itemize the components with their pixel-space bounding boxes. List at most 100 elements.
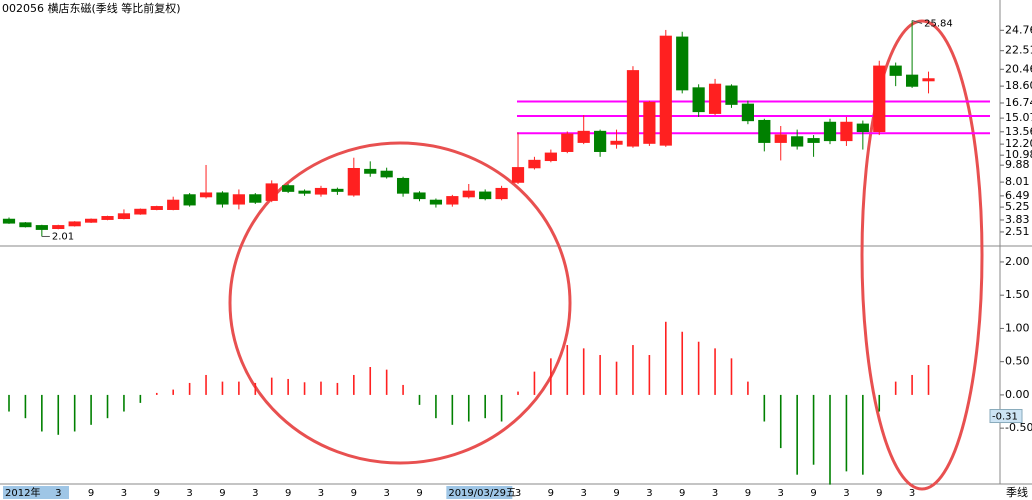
y-tick-label: 6.49 — [1005, 189, 1030, 202]
candle-body — [889, 65, 902, 76]
x-tick-label: 3 — [121, 488, 127, 499]
x-tick-label: 2012年 — [5, 486, 40, 499]
x-tick-label: 9 — [876, 488, 882, 499]
candle-body-fill — [528, 160, 540, 168]
candle-body — [905, 74, 919, 87]
x-tick-label: 9 — [416, 488, 422, 499]
x-tick-label: 9 — [810, 488, 816, 499]
candle-body-fill — [118, 213, 130, 219]
candle-body — [35, 225, 48, 230]
candle-body — [479, 191, 492, 200]
period-label: 季线 — [1006, 485, 1028, 499]
y-tick-label: 9.88 — [1005, 158, 1030, 171]
candle-body-fill — [643, 102, 655, 144]
y-tick-label: 1.00 — [1005, 321, 1030, 334]
y-tick-label: 24.76 — [1005, 23, 1032, 36]
candle-body-fill — [775, 135, 787, 143]
y-tick-label: 22.51 — [1005, 44, 1032, 57]
candle-body — [413, 192, 426, 200]
y-tick-label: 16.74 — [1005, 96, 1032, 109]
x-tick-label: 3 — [55, 488, 61, 499]
cursor-date-box — [3, 486, 69, 499]
candle-body-fill — [102, 216, 114, 220]
candle-body-fill — [151, 206, 163, 210]
y-tick-label: 2.51 — [1005, 225, 1030, 238]
x-tick-label: 3 — [909, 488, 915, 499]
y-tick-label: 13.56 — [1005, 125, 1032, 138]
y-tick-label: 18.60 — [1005, 79, 1032, 92]
x-tick-label: 9 — [548, 488, 554, 499]
candle-body — [2, 218, 16, 224]
candle-body — [807, 138, 820, 143]
candle-body-fill — [69, 222, 81, 226]
y-tick-label: 0.50 — [1005, 355, 1030, 368]
y-tick-label: 2.00 — [1005, 255, 1030, 268]
cursor-value-label: -0.31 — [992, 412, 1018, 423]
chart-title: 002056 横店东磁(季线 等比前复权) — [2, 1, 181, 15]
candle-body — [856, 123, 869, 133]
candle-body — [791, 136, 804, 147]
x-tick-label: 9 — [285, 488, 291, 499]
x-tick-label: 3 — [186, 488, 192, 499]
candle-body-fill — [923, 78, 935, 81]
candle-body — [429, 199, 443, 205]
y-tick-label: 5.25 — [1005, 200, 1030, 213]
candle-body-fill — [496, 188, 508, 199]
high-label: 25.84 — [924, 19, 953, 30]
annotation-circle — [860, 19, 984, 491]
candle-body-fill — [167, 200, 179, 210]
y-tick-label: 10.98 — [1005, 148, 1032, 161]
x-tick-label: 9 — [679, 488, 685, 499]
candle-body — [692, 87, 705, 113]
candle-body-fill — [52, 225, 64, 229]
plot-layer: 24.76 22.51 20.46 18.60 16.74 15.0713.5612.20… — [2, 19, 1032, 499]
candle-body — [19, 222, 32, 228]
x-tick-label: 3 — [383, 488, 389, 499]
y-tick-label: 1.50 — [1005, 288, 1030, 301]
x-tick-label: 3 — [843, 488, 849, 499]
candle-body-fill — [266, 184, 278, 201]
candle-body — [741, 103, 755, 122]
y-tick-label: 20.46 — [1005, 62, 1032, 75]
candle-body — [380, 170, 393, 178]
y-tick-label: 3.83 — [1005, 213, 1030, 226]
x-tick-label: 3 — [515, 488, 521, 499]
candle-body-fill — [840, 122, 852, 141]
y-tick-label: 0.00 — [1005, 388, 1030, 401]
candle-body-fill — [134, 209, 146, 214]
x-tick-label: 9 — [351, 488, 357, 499]
x-tick-label: 3 — [318, 488, 324, 499]
x-tick-label: 9 — [88, 488, 94, 499]
candle-body — [758, 119, 771, 143]
candle-body-fill — [611, 141, 623, 145]
x-tick-label: 3 — [712, 488, 718, 499]
x-tick-label: 9 — [219, 488, 225, 499]
y-tick-label: 12.20 — [1005, 137, 1032, 150]
candle-body-fill — [233, 194, 245, 204]
candle-body — [396, 177, 410, 194]
candle-body-fill — [512, 167, 524, 183]
x-tick-label: 9 — [745, 488, 751, 499]
candle-body-fill — [578, 131, 590, 143]
cursor-value-box — [989, 409, 1023, 424]
x-tick-label: 3 — [778, 488, 784, 499]
y-tick-label: 15.07 — [1005, 111, 1032, 124]
x-tick-label: 2019/03/29五 — [448, 488, 516, 499]
candle-body — [594, 130, 607, 152]
candle-body — [282, 185, 295, 192]
cursor-date-box — [446, 486, 513, 499]
candle-body-fill — [709, 84, 721, 114]
x-tick-label: 3 — [252, 488, 258, 499]
candle-body — [676, 36, 689, 91]
candle-body-fill — [873, 66, 885, 132]
candle-body — [725, 85, 738, 105]
candle-body-fill — [315, 188, 327, 194]
y-tick-label: 8.01 — [1005, 175, 1030, 188]
candle-body-fill — [200, 193, 212, 197]
y-tick-label: -0.50 — [1005, 421, 1032, 434]
extreme-pointer — [911, 20, 923, 24]
low-label: 2.01 — [52, 231, 74, 242]
